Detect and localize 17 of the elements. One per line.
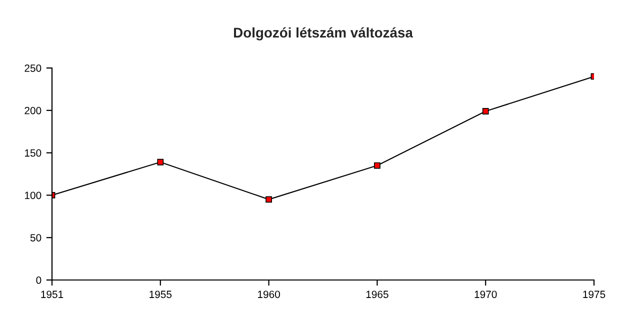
y-tick-label: 100 xyxy=(25,192,42,200)
y-tick-label: 50 xyxy=(30,234,42,242)
y-tick-label: 150 xyxy=(25,149,42,157)
y-tick-label: 250 xyxy=(24,64,42,72)
x-tick-label: 1951 xyxy=(41,290,64,298)
point xyxy=(482,108,489,114)
x-tick-label: 1955 xyxy=(150,290,172,298)
y-tick-label: 200 xyxy=(24,106,42,114)
x-tick-label: 1970 xyxy=(474,290,497,298)
point xyxy=(266,196,272,203)
x-tick-label: 1965 xyxy=(366,290,388,298)
y-tick-label: 0 xyxy=(36,276,42,284)
chart-title: Dolgozói létszám változása xyxy=(234,27,414,40)
x-tick-label: 1960 xyxy=(258,290,280,298)
x-tick-label: 1975 xyxy=(583,290,606,298)
point xyxy=(157,158,164,166)
point xyxy=(374,162,380,169)
